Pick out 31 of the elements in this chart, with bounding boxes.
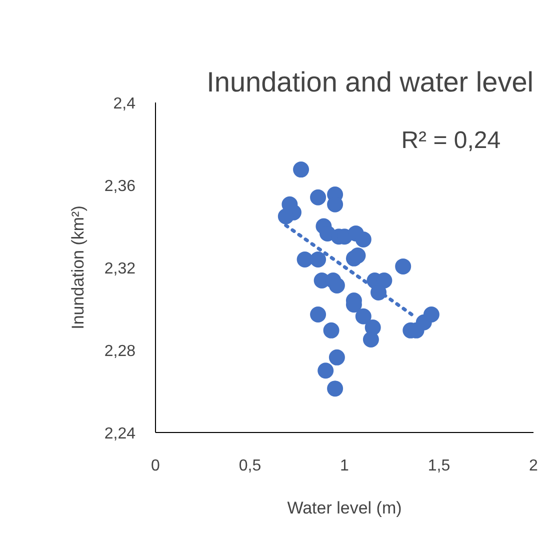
point <box>318 362 334 379</box>
x-axis-title: Water level (m) <box>287 498 402 518</box>
point <box>293 162 310 178</box>
chart-title: Inundation and water level <box>206 66 534 98</box>
y-axis-title: Inundation (km²) <box>68 206 88 330</box>
y-tick-label: 2,28 <box>104 343 136 360</box>
point <box>310 189 326 206</box>
y-tick-label: 2,36 <box>104 178 136 195</box>
y-tick-label: 2,24 <box>104 426 136 442</box>
point <box>328 349 345 366</box>
point <box>423 306 440 323</box>
x-tick-label: 1,5 <box>428 458 450 474</box>
annotation: R² = 0,24 <box>401 127 501 154</box>
point <box>310 306 326 323</box>
point <box>395 258 412 274</box>
point <box>355 308 372 324</box>
x-tick-label: 0,5 <box>238 458 262 474</box>
x-tick-label: 0 <box>151 458 160 474</box>
point <box>362 331 379 348</box>
point <box>350 248 366 264</box>
y-tick-label: 2,4 <box>113 96 136 112</box>
point <box>323 322 340 338</box>
point <box>327 380 344 397</box>
y-tick-label: 2,32 <box>104 260 136 278</box>
point <box>328 277 345 294</box>
point <box>355 231 372 248</box>
x-tick-label: 2 <box>529 458 538 474</box>
x-tick-label: 1 <box>340 458 350 474</box>
point <box>310 251 326 268</box>
point <box>278 208 294 224</box>
point <box>296 251 313 268</box>
